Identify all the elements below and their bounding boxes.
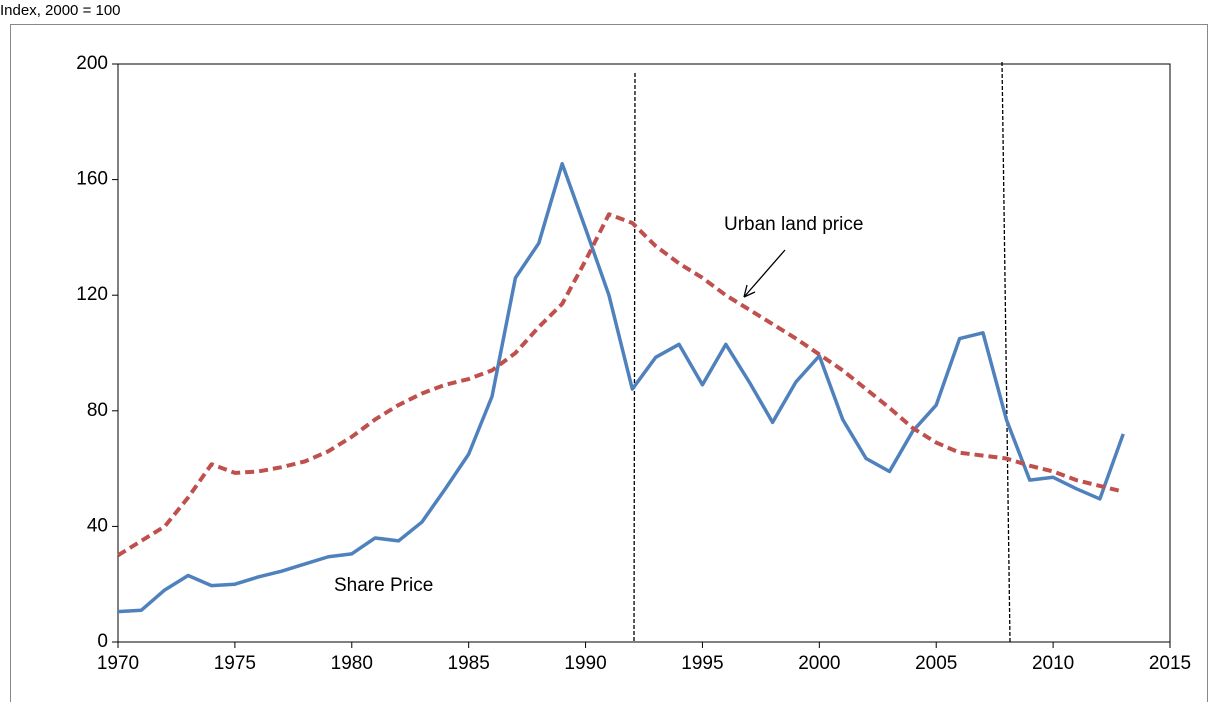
- reference-line: [633, 72, 636, 643]
- annotation: Urban land price: [724, 214, 863, 235]
- x-tick-label: 1985: [448, 653, 490, 674]
- annotation: Share Price: [334, 575, 433, 596]
- x-tick-label: 1970: [97, 653, 139, 674]
- x-tick-label: 2010: [1032, 653, 1074, 674]
- series-line: [117, 161, 1125, 614]
- annotation-arrow: [743, 249, 786, 298]
- x-tick-label: 1995: [681, 653, 723, 674]
- y-tick-label: 0: [97, 631, 108, 652]
- y-axis-label: Index, 2000 = 100: [0, 2, 121, 19]
- x-tick-label: 2015: [1149, 653, 1191, 674]
- y-tick-label: 160: [76, 169, 108, 190]
- chart-frame: [10, 24, 1208, 707]
- x-tick-label: 1980: [331, 653, 373, 674]
- y-tick-label: 120: [76, 284, 108, 305]
- y-tick-label: 80: [87, 400, 108, 421]
- y-tick-label: 200: [76, 53, 108, 74]
- x-tick-label: 2000: [798, 653, 840, 674]
- x-tick-label: 1990: [564, 653, 606, 674]
- series-line: [116, 212, 1124, 558]
- y-tick-label: 40: [87, 515, 108, 536]
- x-tick-label: 2005: [915, 653, 957, 674]
- plot-area: [117, 63, 1171, 643]
- annotation-arrowhead: [743, 284, 756, 298]
- reference-line: [1001, 61, 1011, 643]
- x-tick-label: 1975: [214, 653, 256, 674]
